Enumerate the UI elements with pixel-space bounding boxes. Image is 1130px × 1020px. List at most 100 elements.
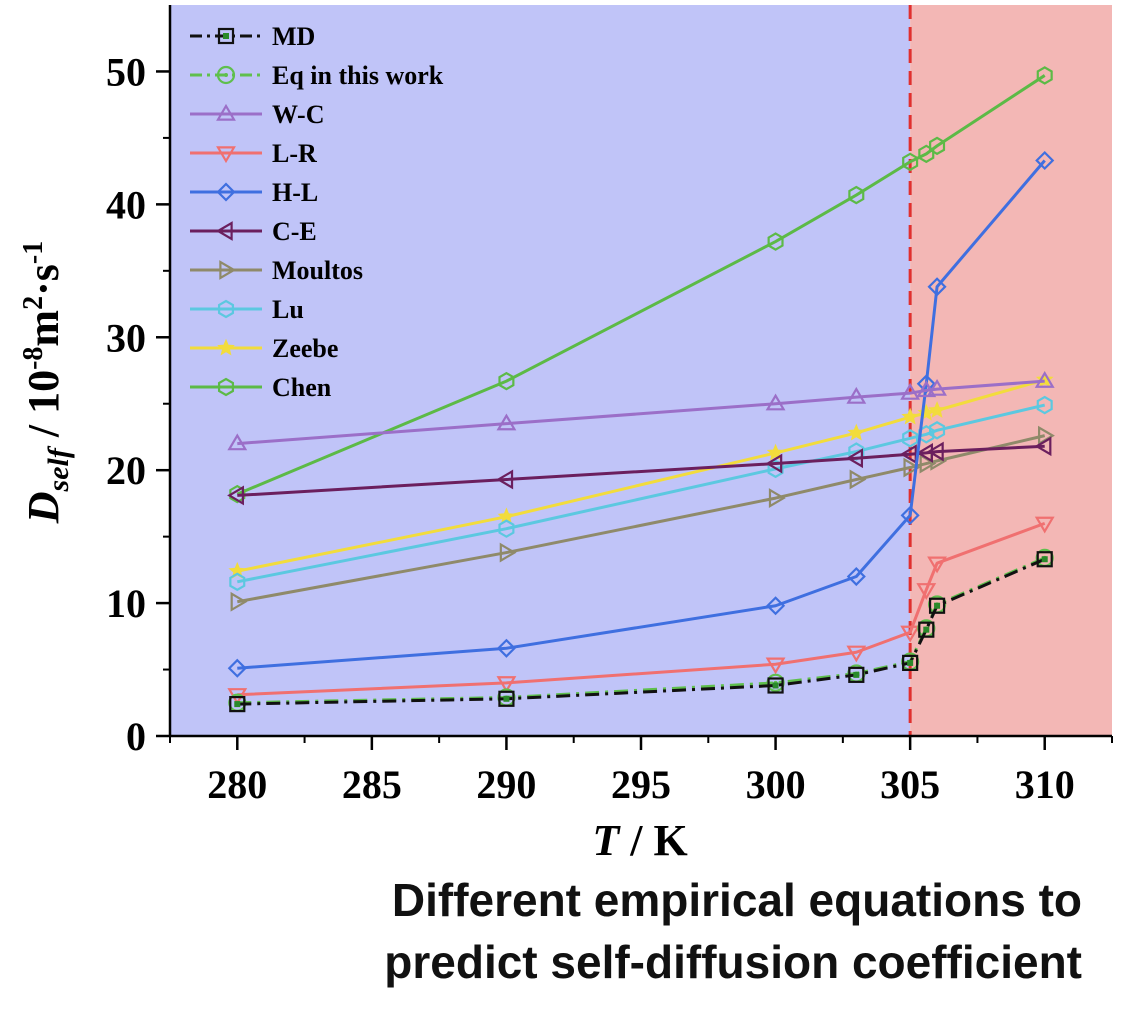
data-point-l-r (927, 556, 947, 574)
legend-item-l-r: L-R (190, 139, 317, 168)
series-line-c-e (237, 444, 1045, 497)
data-point-chen (902, 152, 919, 172)
data-point-h-l (496, 638, 516, 658)
legend-item-lu: Lu (190, 295, 304, 324)
caption-line-2: predict self-diffusion coefficient (384, 936, 1082, 988)
data-point-md-center (934, 602, 941, 609)
legend-marker-h-l (216, 182, 236, 202)
series-h-l (227, 150, 1055, 678)
data-point-md (767, 677, 784, 694)
x-tick-label-280: 280 (207, 762, 267, 807)
data-point-moultos (499, 542, 517, 563)
y-axis-title: Dself / 10-8m2·s-1 (18, 241, 75, 524)
region-0 (170, 5, 911, 736)
legend-item-c-e: C-E (190, 217, 317, 246)
x-tick-label-305: 305 (880, 762, 940, 807)
data-point-h-l (766, 596, 786, 616)
data-point-moultos (230, 591, 248, 612)
data-point-h-l (1035, 150, 1055, 171)
data-point-md-center (923, 626, 930, 633)
data-point-md (928, 597, 946, 614)
y-tick-label-30: 30 (106, 315, 146, 360)
legend-marker-lu (217, 299, 235, 319)
legend-marker-md (217, 27, 235, 45)
y-tick-label-20: 20 (106, 448, 146, 493)
legend-label-l-r: L-R (272, 139, 317, 168)
legend: MD Eq in this work W-C L-R H-L C-E Moultos Lu Ze… (190, 22, 444, 402)
data-point-chen (229, 484, 246, 504)
data-point-c-e (1034, 436, 1052, 457)
data-point-md-center (1041, 556, 1048, 563)
data-point-c-e (765, 453, 783, 474)
data-point-lu (498, 519, 515, 538)
data-point-l-r (900, 625, 921, 643)
data-point-c-e (496, 469, 514, 490)
data-point-md-center (907, 659, 914, 666)
data-point-md-center (234, 701, 241, 708)
legend-item-chen: Chen (190, 373, 332, 402)
x-tick-label-310: 310 (1015, 762, 1075, 807)
legend-marker-eq-in-this-work-center (224, 73, 228, 77)
legend-label-w-c: W-C (272, 100, 324, 129)
data-point-md-center (772, 682, 779, 689)
legend-marker-w-c (216, 103, 236, 121)
legend-label-chen: Chen (272, 373, 332, 402)
data-point-w-c (900, 382, 921, 400)
legend-item-w-c: W-C (190, 100, 324, 129)
data-point-c-e (227, 485, 244, 506)
legend-item-eq-in-this-work: Eq in this work (190, 61, 444, 90)
legend-label-moultos: Moultos (272, 256, 363, 285)
data-point-w-c (916, 380, 937, 398)
data-point-zeebe (901, 407, 919, 425)
series-c-e (227, 436, 1052, 506)
x-tick-label-295: 295 (611, 762, 671, 807)
data-point-h-l (927, 277, 947, 297)
series-line-chen (236, 74, 1046, 496)
background-regions (170, 5, 1112, 736)
data-point-h-l (227, 658, 247, 678)
x-tick-label-290: 290 (476, 762, 536, 807)
data-point-md (848, 666, 865, 683)
series-line-lu (236, 403, 1046, 584)
data-point-lu (1036, 395, 1053, 415)
data-point-chen (767, 232, 784, 251)
legend-label-md: MD (272, 22, 315, 51)
data-point-md (902, 654, 919, 672)
legend-marker-c-e (215, 221, 233, 241)
data-point-c-e (899, 444, 917, 465)
data-point-h-l (900, 505, 920, 525)
data-point-md (498, 690, 515, 707)
data-point-moultos (768, 488, 786, 509)
legend-marker-zeebe (217, 338, 235, 356)
series-md (229, 551, 1053, 713)
axes: 280 285 290 295 300 305 310 0 10 20 30 40 50 (106, 5, 1113, 807)
legend-label-h-l: H-L (272, 178, 318, 207)
legend-label-lu: Lu (272, 295, 304, 324)
data-point-zeebe (928, 401, 946, 418)
x-tick-label-300: 300 (746, 762, 806, 807)
data-point-l-r (496, 676, 517, 694)
data-point-l-r (916, 583, 937, 600)
series-w-c (227, 370, 1055, 451)
data-point-l-r (765, 657, 786, 675)
legend-item-moultos: Moultos (190, 256, 363, 285)
data-point-lu (229, 572, 246, 592)
data-point-md (1036, 551, 1053, 568)
data-point-w-c (927, 378, 947, 396)
data-point-lu (902, 429, 919, 448)
legend-label-zeebe: Zeebe (272, 334, 338, 363)
data-point-chen (929, 136, 946, 156)
x-tick-label-285: 285 (342, 762, 402, 807)
y-tick-label-40: 40 (106, 182, 146, 227)
caption-line-1: Different empirical equations to (391, 874, 1082, 926)
data-point-h-l (846, 566, 866, 587)
legend-marker-md-center (223, 33, 229, 39)
data-point-md-center (853, 671, 860, 678)
data-point-md (918, 621, 935, 638)
data-point-chen (1036, 66, 1053, 85)
data-point-c-e (846, 448, 864, 469)
series-line-h-l (237, 159, 1046, 670)
y-tick-label-10: 10 (106, 581, 146, 626)
data-point-w-c (1034, 370, 1055, 388)
